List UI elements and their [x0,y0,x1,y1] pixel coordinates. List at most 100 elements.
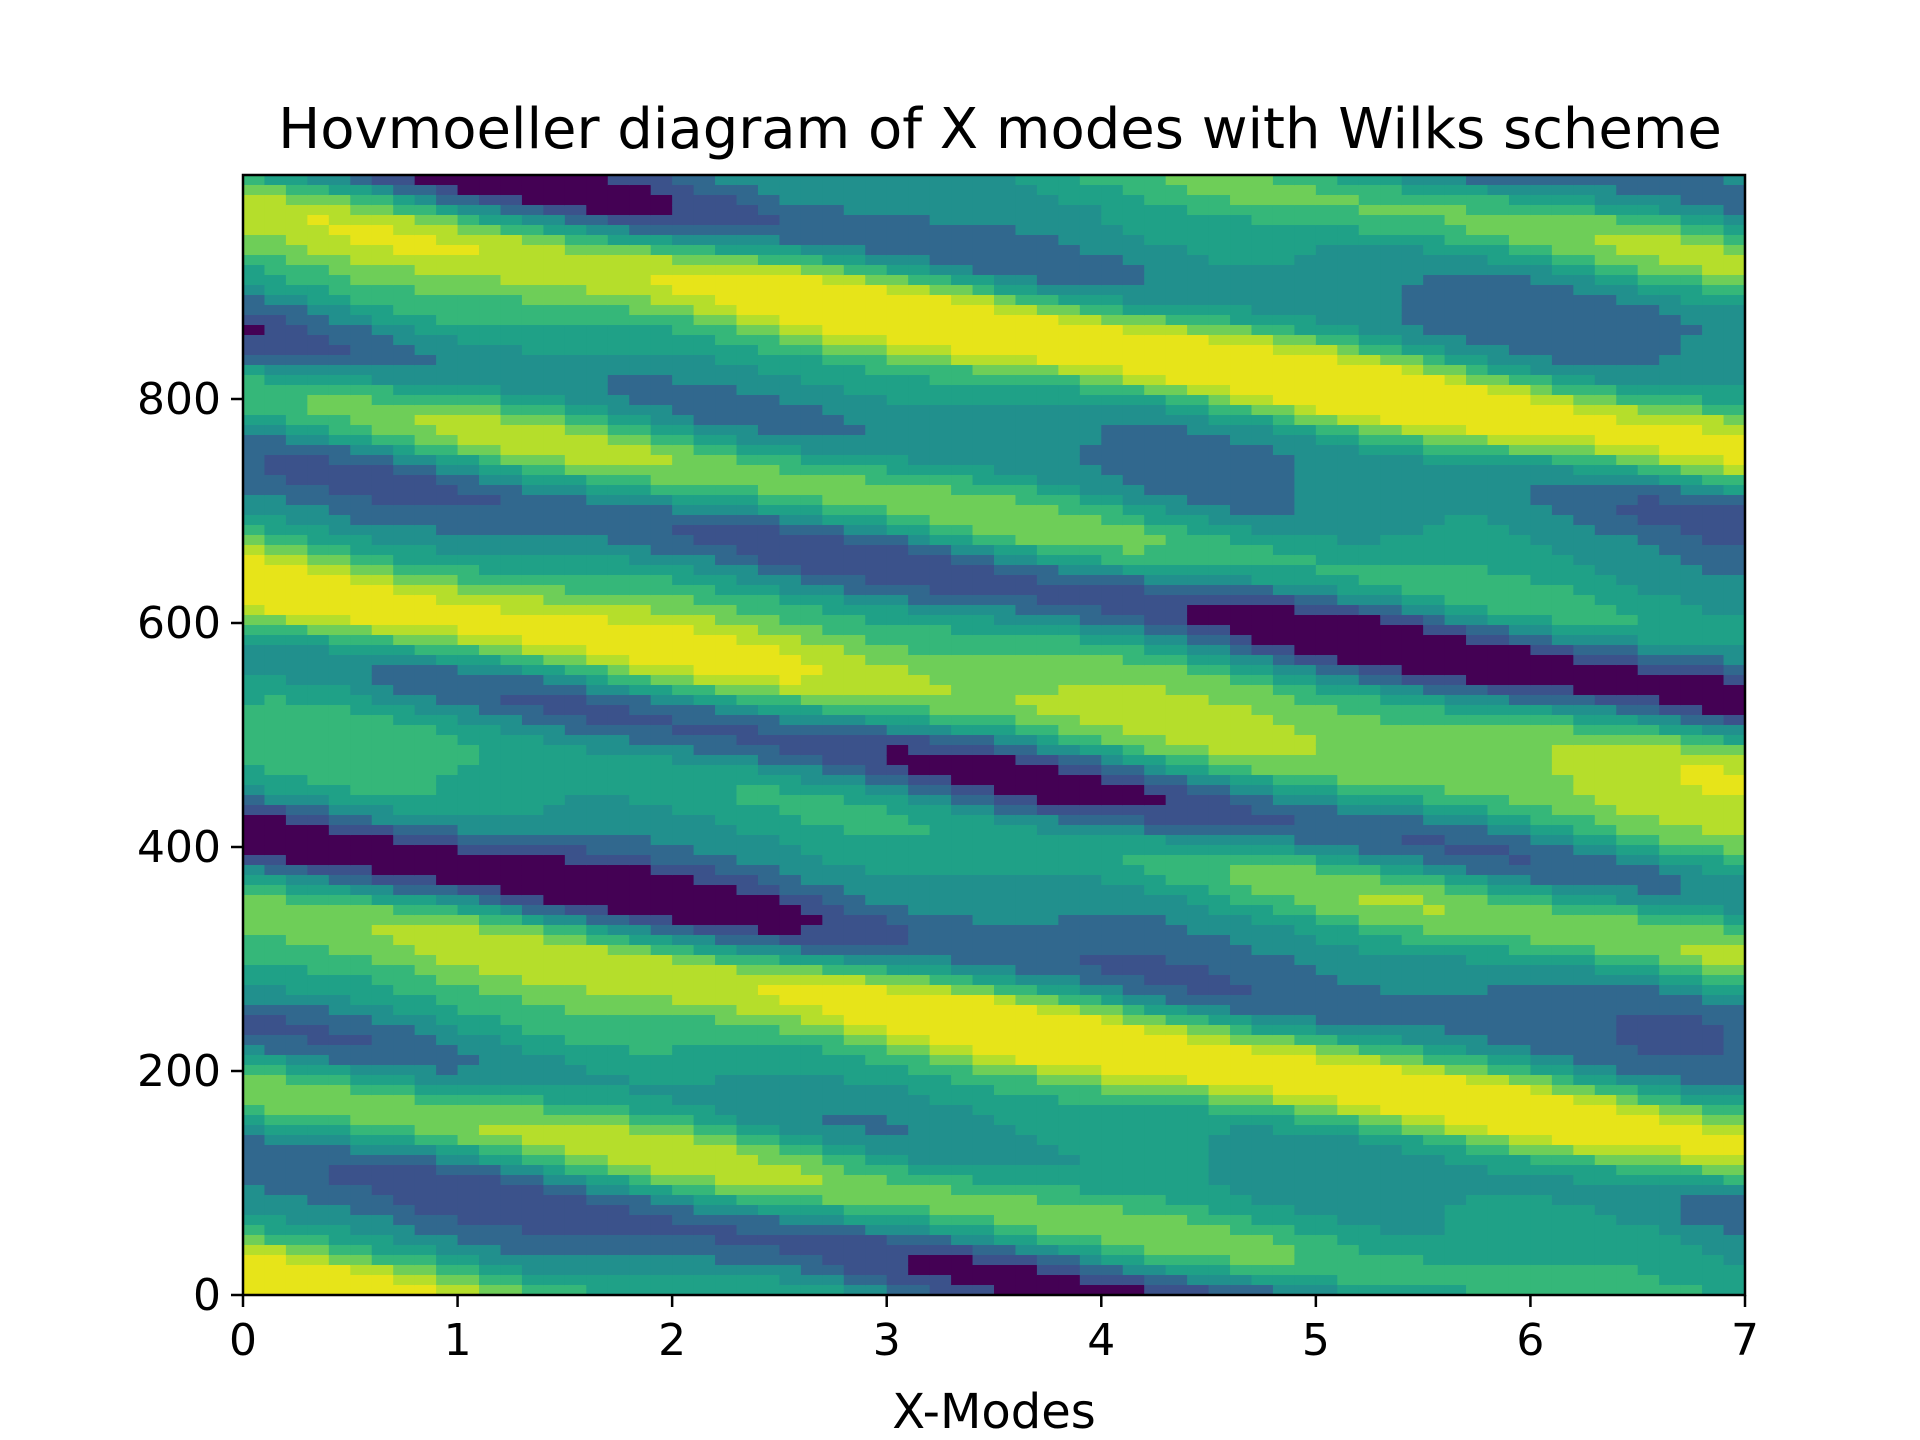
contour-cell [414,1145,437,1156]
contour-cell [543,1015,566,1026]
contour-cell [757,445,781,456]
contour-cell [371,1205,394,1216]
contour-cell [951,995,974,1006]
contour-cell [1165,355,1188,366]
contour-cell [543,1235,566,1246]
contour-cell [350,425,373,436]
contour-cell [929,725,952,736]
contour-cell [1079,335,1102,346]
contour-cell [479,445,502,456]
contour-cell [650,1135,673,1146]
contour-cell [543,385,566,396]
contour-cell [672,985,695,996]
contour-cell [586,1005,609,1016]
contour-cell [350,715,373,726]
contour-cell [1015,1005,1038,1016]
contour-cell [521,1135,544,1146]
contour-cell [543,645,566,656]
contour-cell [264,735,287,746]
contour-cell [479,795,502,806]
contour-cell [414,725,437,736]
contour-cell [1187,235,1210,246]
contour-cell [543,1165,566,1176]
contour-cell [715,325,738,336]
contour-cell [350,1085,373,1096]
contour-cell [436,1045,459,1056]
contour-cell [350,1225,373,1236]
contour-cell [564,235,587,246]
contour-cell [886,625,909,636]
contour-cell [843,875,866,886]
contour-cell [800,185,823,196]
contour-cell [393,615,416,626]
contour-cell [500,765,523,776]
contour-cell [672,1155,695,1166]
contour-cell [779,855,802,866]
contour-cell [822,1265,845,1276]
contour-cell [757,915,781,926]
contour-cell [457,225,480,236]
contour-cell [543,915,566,926]
contour-cell [264,615,287,626]
contour-cell [436,565,459,576]
contour-cell [243,645,266,656]
contour-cell [1058,665,1081,676]
contour-cell [350,335,373,346]
contour-cell [929,395,952,406]
contour-cell [865,515,888,526]
contour-cell [972,975,995,986]
contour-cell [715,245,738,256]
contour-cell [414,545,437,556]
contour-cell [951,1155,974,1166]
contour-cell [564,1105,587,1116]
contour-cell [1015,1245,1038,1256]
contour-cell [843,525,866,536]
contour-cell [264,1145,287,1156]
contour-cell [371,665,394,676]
contour-cell [1036,1075,1059,1086]
contour-cell [479,1035,502,1046]
contour-cell [972,675,995,686]
contour-cell [1101,745,1124,756]
contour-cell [457,555,480,566]
contour-cell [564,1285,587,1295]
contour-cell [436,1095,459,1106]
contour-cell [994,375,1017,386]
contour-cell [843,225,866,236]
contour-cell [1122,555,1145,566]
contour-cell [521,745,544,756]
contour-cell [693,735,716,746]
contour-cell [586,1225,609,1236]
contour-cell [757,485,781,496]
contour-cell [865,925,888,936]
contour-cell [285,685,308,696]
contour-cell [951,1185,974,1196]
contour-cell [1187,475,1210,486]
contour-cell [1079,305,1102,316]
contour-cell [479,1285,502,1295]
contour-cell [307,365,330,376]
contour-cell [929,765,952,776]
contour-cell [285,285,308,296]
contour-cell [307,1165,330,1176]
contour-cell [672,885,695,896]
contour-cell [929,525,952,536]
contour-cell [886,265,909,276]
contour-cell [972,485,995,496]
contour-cell [607,1045,630,1056]
contour-cell [1165,675,1188,686]
contour-cell [479,1145,502,1156]
contour-cell [393,1225,416,1236]
contour-cell [736,625,759,636]
contour-cell [414,795,437,806]
contour-cell [1058,765,1081,776]
contour-cell [865,705,888,716]
contour-cell [886,1195,909,1206]
contour-cell [371,775,394,786]
contour-cell [886,695,909,706]
contour-cell [672,575,695,586]
contour-cell [1101,985,1124,996]
contour-cell [1101,625,1124,636]
contour-cell [822,895,845,906]
contour-cell [1058,225,1081,236]
